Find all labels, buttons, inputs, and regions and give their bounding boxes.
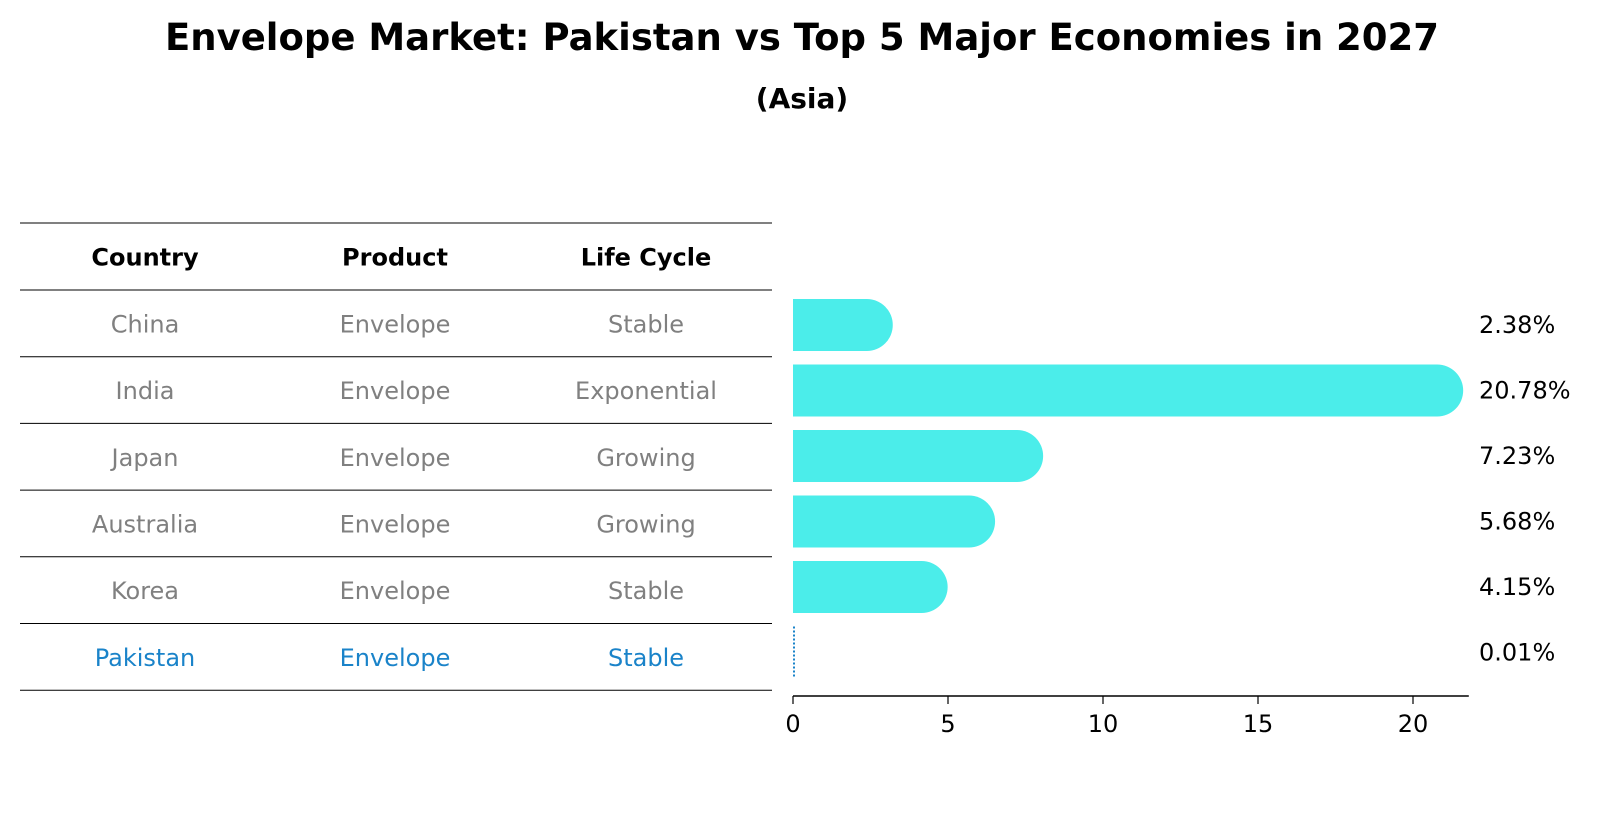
table-cell-life-cycle: Exponential xyxy=(575,377,717,405)
table-cell-life-cycle: Growing xyxy=(596,444,695,472)
x-axis: 0 5 10 15 20 xyxy=(785,695,1469,738)
table-header-cell: Life Cycle xyxy=(581,244,712,272)
bar xyxy=(793,364,1464,417)
table-cell-product: Envelope xyxy=(340,310,451,338)
table-cell-product: Envelope xyxy=(340,444,451,472)
bar xyxy=(793,299,893,351)
table-cell-product: Envelope xyxy=(340,377,451,405)
table-cell-life-cycle: Stable xyxy=(608,310,684,338)
table-cell-product: Envelope xyxy=(340,644,451,672)
table-cell-life-cycle: Stable xyxy=(608,577,684,605)
bar-value-label: 0.01% xyxy=(1479,639,1555,667)
table-cell-country: China xyxy=(111,310,180,338)
table-cell-country: Australia xyxy=(92,510,198,538)
bar-series: 2.38% 20.78% 7.23% 5.68% 4.15% 0.01% xyxy=(793,299,1571,679)
bar xyxy=(793,561,948,613)
table-cell-country: Japan xyxy=(110,444,179,472)
table-cell-product: Envelope xyxy=(340,577,451,605)
bar-value-label: 7.23% xyxy=(1479,442,1555,470)
x-tick-label: 10 xyxy=(1088,710,1119,738)
x-tick-label: 0 xyxy=(785,710,800,738)
bar xyxy=(793,430,1044,482)
bar-value-label: 2.38% xyxy=(1479,311,1555,339)
bar xyxy=(793,495,996,548)
x-tick-label: 15 xyxy=(1243,710,1274,738)
table-header-cell: Country xyxy=(91,244,199,272)
bar-value-label: 20.78% xyxy=(1479,377,1571,405)
table-cell-life-cycle: Stable xyxy=(608,644,684,672)
table-cell-country: Korea xyxy=(111,577,179,605)
bar-value-label: 5.68% xyxy=(1479,508,1555,536)
data-table: Country Product Life Cycle China Envelope Sta… xyxy=(20,222,772,691)
x-tick-label: 5 xyxy=(940,710,955,738)
table-header-cell: Product xyxy=(342,244,448,272)
x-tick-label: 20 xyxy=(1398,710,1429,738)
bar-value-label: 4.15% xyxy=(1479,573,1555,601)
table-cell-country: India xyxy=(116,377,175,405)
table-cell-life-cycle: Growing xyxy=(596,510,695,538)
table-cell-product: Envelope xyxy=(340,510,451,538)
chart-subtitle: (Asia) xyxy=(755,82,849,115)
chart-title: Envelope Market: Pakistan vs Top 5 Major… xyxy=(164,16,1440,59)
table-cell-country: Pakistan xyxy=(95,644,196,672)
